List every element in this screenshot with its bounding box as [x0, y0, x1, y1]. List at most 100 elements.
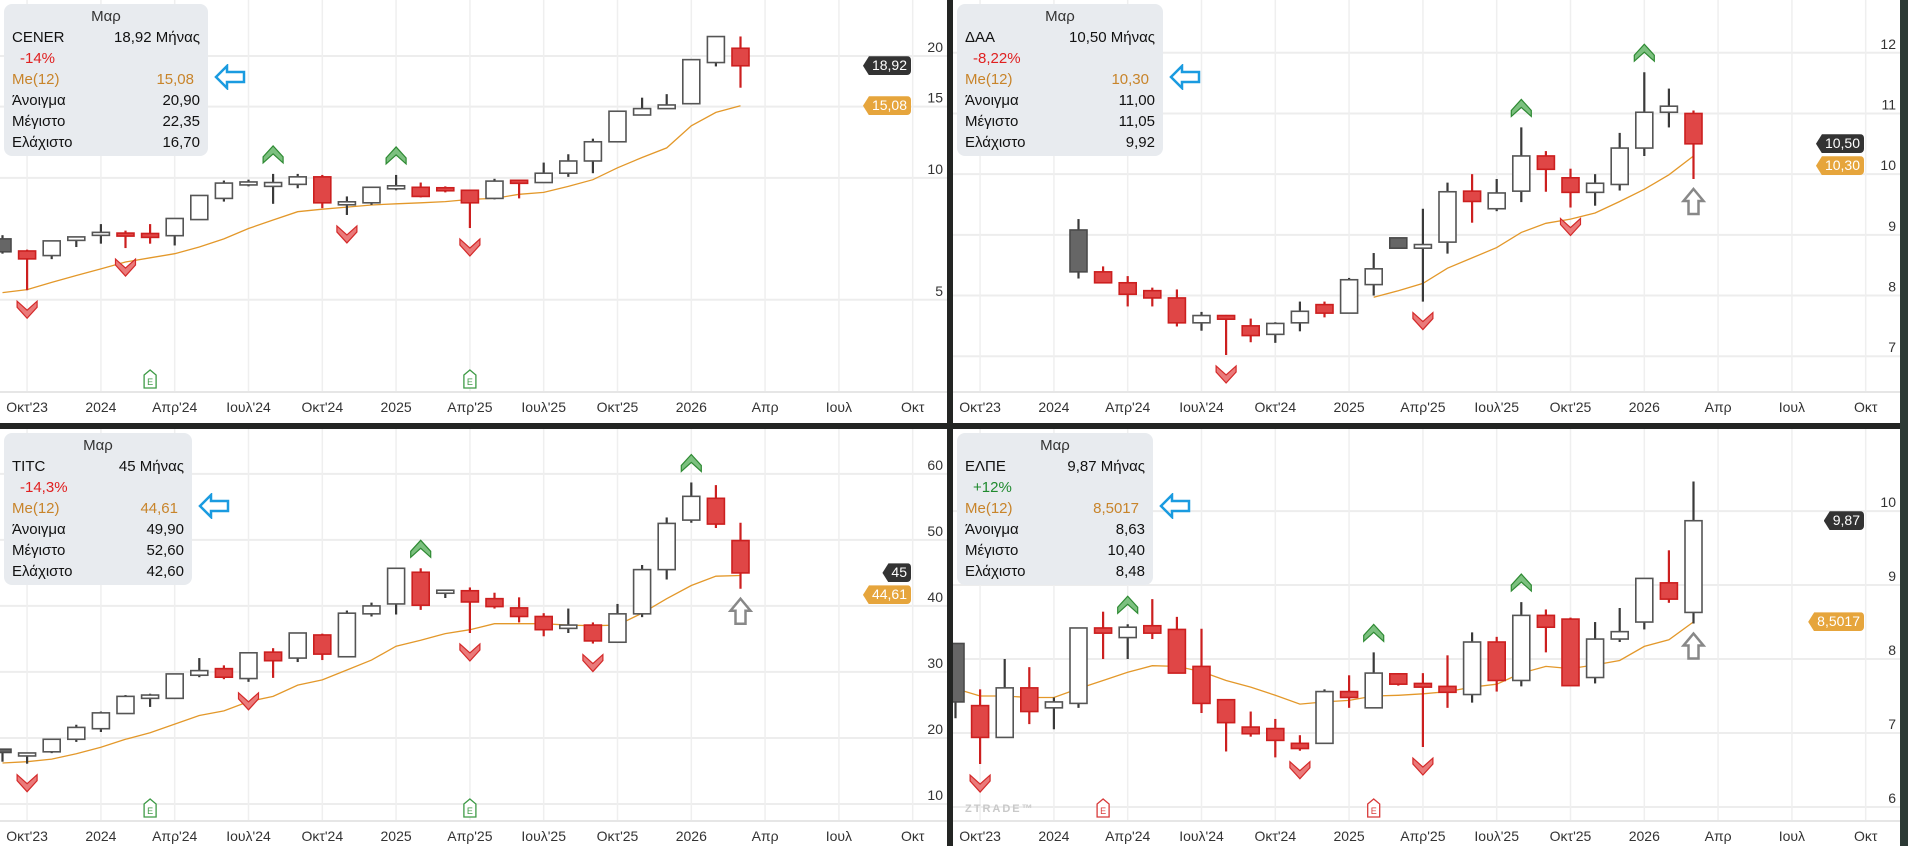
- candle[interactable]: [288, 632, 308, 663]
- earnings-marker[interactable]: E: [143, 798, 157, 818]
- candle[interactable]: [435, 589, 455, 598]
- candle[interactable]: [1511, 602, 1531, 687]
- candle[interactable]: [362, 602, 381, 617]
- candle[interactable]: [1659, 88, 1679, 128]
- candle[interactable]: [214, 665, 234, 680]
- candle[interactable]: [337, 610, 357, 658]
- candle[interactable]: [1536, 609, 1556, 653]
- candle[interactable]: [1364, 253, 1384, 296]
- candle[interactable]: [411, 182, 431, 198]
- candle[interactable]: [1462, 632, 1482, 703]
- candle[interactable]: [509, 597, 529, 623]
- candle[interactable]: [632, 564, 652, 618]
- chart-panel-cener[interactable]: E E 5 10 15 20 Οκτ'23 2024 Απρ'24 Ιουλ'24 Οκτ'24 20…: [0, 0, 947, 423]
- candle[interactable]: [0, 235, 12, 254]
- candle[interactable]: [657, 94, 677, 110]
- candle[interactable]: [1069, 219, 1088, 279]
- candle[interactable]: [632, 97, 652, 116]
- candle[interactable]: [657, 517, 677, 580]
- candle[interactable]: [583, 622, 603, 644]
- candle[interactable]: [1561, 617, 1580, 687]
- candle[interactable]: [288, 173, 308, 189]
- candle[interactable]: [312, 174, 332, 209]
- candle[interactable]: [1265, 718, 1285, 758]
- candle[interactable]: [1634, 72, 1654, 156]
- candle[interactable]: [337, 196, 357, 215]
- earnings-marker[interactable]: E: [463, 369, 477, 389]
- candle[interactable]: [953, 642, 965, 719]
- candle[interactable]: [1536, 151, 1556, 192]
- candlestick-chart[interactable]: E E 6 7 8 9 10 Οκτ'23 2024 Απρ'24 Ιουλ'24 Οκτ'24 202…: [953, 429, 1900, 846]
- candle[interactable]: [67, 236, 86, 248]
- candle[interactable]: [1462, 174, 1482, 223]
- candle[interactable]: [1118, 276, 1137, 307]
- chart-panel-elpe[interactable]: E E 6 7 8 9 10 Οκτ'23 2024 Απρ'24 Ιουλ'24 Οκτ'24 202…: [953, 429, 1900, 846]
- candle[interactable]: [1143, 599, 1162, 640]
- candle[interactable]: [1167, 289, 1187, 327]
- candle[interactable]: [362, 186, 381, 205]
- candle[interactable]: [1438, 655, 1457, 708]
- candle[interactable]: [1192, 628, 1211, 714]
- candle[interactable]: [1388, 237, 1408, 249]
- candle[interactable]: [681, 58, 701, 105]
- candle[interactable]: [0, 748, 12, 762]
- candle[interactable]: [1093, 266, 1113, 284]
- candle[interactable]: [608, 110, 627, 143]
- candle[interactable]: [534, 162, 554, 184]
- candle[interactable]: [583, 138, 603, 174]
- candle[interactable]: [558, 154, 578, 177]
- candle[interactable]: [1069, 627, 1088, 708]
- candle[interactable]: [67, 724, 86, 742]
- candle[interactable]: [140, 224, 160, 244]
- candle[interactable]: [970, 689, 990, 765]
- candle[interactable]: [140, 693, 160, 707]
- candle[interactable]: [1241, 318, 1261, 343]
- candle[interactable]: [1020, 667, 1039, 725]
- candle[interactable]: [386, 174, 406, 191]
- candle[interactable]: [509, 179, 529, 199]
- candle[interactable]: [1290, 735, 1310, 751]
- candle[interactable]: [608, 603, 627, 644]
- candle[interactable]: [1610, 132, 1630, 191]
- earnings-marker[interactable]: E: [463, 798, 477, 818]
- candle[interactable]: [1241, 711, 1261, 737]
- chart-panel-titc[interactable]: E E 10 20 30 40 50 60 Οκτ'23 2024 Απρ'24 Ιουλ'24 Οκτ…: [0, 429, 947, 846]
- candle[interactable]: [460, 587, 480, 633]
- earnings-marker[interactable]: E: [143, 369, 157, 389]
- candle[interactable]: [731, 522, 750, 589]
- candlestick-chart[interactable]: E E 10 20 30 40 50 60 Οκτ'23 2024 Απρ'24 Ιουλ'24 Οκτ…: [0, 429, 947, 846]
- candle[interactable]: [1118, 624, 1137, 660]
- candle[interactable]: [239, 651, 258, 682]
- candle[interactable]: [1143, 287, 1162, 307]
- candle[interactable]: [1684, 481, 1703, 624]
- candle[interactable]: [534, 613, 554, 637]
- candle[interactable]: [1044, 697, 1064, 730]
- candle[interactable]: [17, 752, 37, 764]
- chart-panel-daa[interactable]: 7 8 9 10 11 12 Οκτ'23 2024 Απρ'24 Ιουλ'24 Οκτ'24 20…: [953, 0, 1900, 423]
- candle[interactable]: [1339, 675, 1359, 708]
- candle[interactable]: [42, 738, 62, 754]
- candle[interactable]: [239, 179, 258, 187]
- candle[interactable]: [558, 608, 578, 633]
- candle[interactable]: [190, 658, 209, 678]
- candle[interactable]: [1634, 577, 1654, 630]
- candle[interactable]: [165, 217, 184, 246]
- candle[interactable]: [1585, 174, 1605, 206]
- candle[interactable]: [42, 240, 62, 260]
- candle[interactable]: [1315, 301, 1334, 318]
- candle[interactable]: [1413, 208, 1433, 302]
- candle[interactable]: [1585, 622, 1605, 684]
- candle[interactable]: [1290, 301, 1310, 332]
- candle[interactable]: [1684, 110, 1703, 180]
- candle[interactable]: [263, 173, 283, 204]
- candle[interactable]: [411, 568, 431, 610]
- candle[interactable]: [1659, 550, 1679, 603]
- candle[interactable]: [214, 180, 234, 202]
- earnings-marker[interactable]: E: [1367, 798, 1381, 818]
- candle[interactable]: [1438, 182, 1457, 254]
- candle[interactable]: [485, 178, 504, 200]
- candle[interactable]: [263, 648, 283, 678]
- candle[interactable]: [706, 35, 726, 67]
- candle[interactable]: [1315, 689, 1334, 745]
- candle[interactable]: [1487, 636, 1507, 692]
